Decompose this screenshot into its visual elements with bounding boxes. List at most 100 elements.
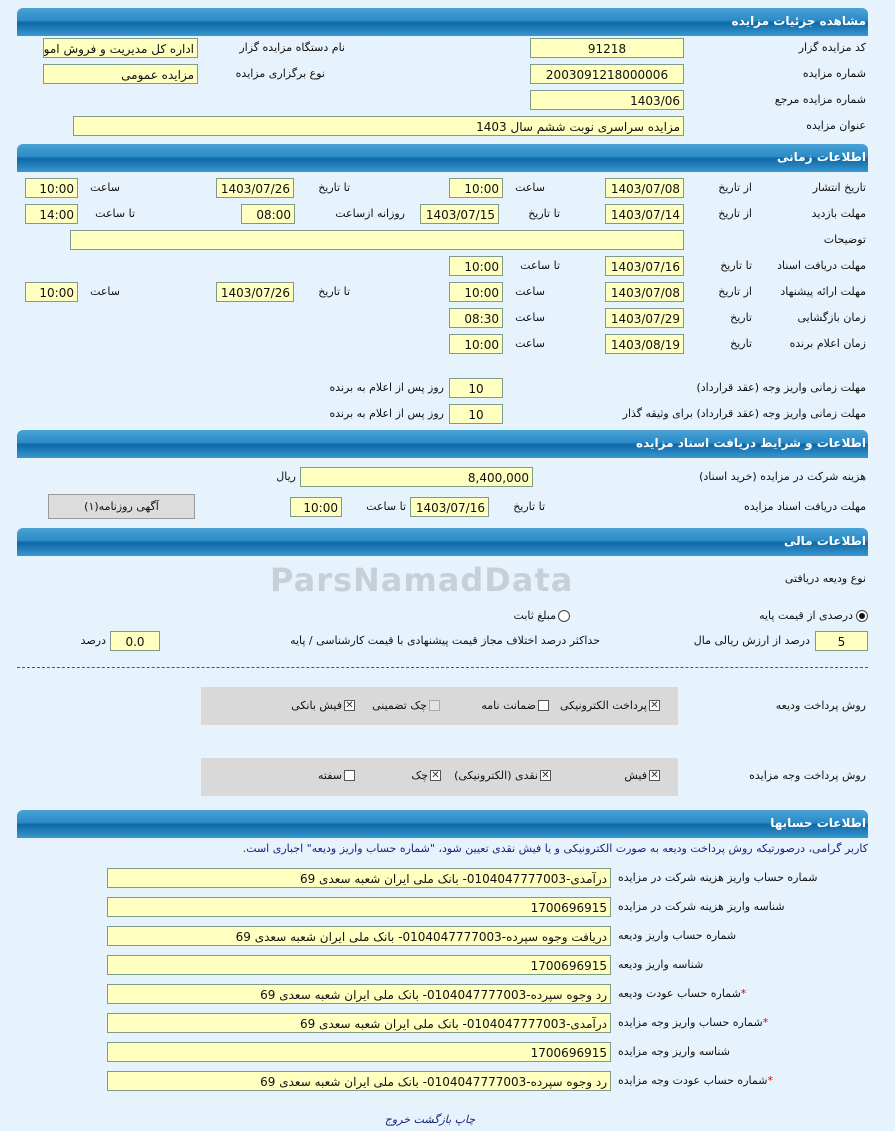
label: روز پس از اعلام به برنده <box>329 407 444 420</box>
account-row-label: شماره حساب واریز ودیعه <box>618 926 736 946</box>
opening-date: 1403/07/29 <box>605 308 684 328</box>
label: تا تاریخ <box>318 181 350 194</box>
max-diff-field: 0.0 <box>110 631 160 651</box>
footer-links: چاپ بازگشت خروج <box>0 1113 860 1126</box>
section-header-timing: اطلاعات زمانی <box>17 144 868 172</box>
label: نوع ودیعه دریافتی <box>784 572 866 585</box>
winner-date: 1403/08/19 <box>605 334 684 354</box>
label: درصد از ارزش ریالی مال <box>693 634 810 647</box>
visit-to-time: 14:00 <box>25 204 78 224</box>
label: ساعت <box>515 285 545 298</box>
label: تا ساعت <box>366 500 406 513</box>
pay-bail-days-field: 10 <box>449 404 503 424</box>
label: هزینه شرکت در مزایده (خرید اسناد) <box>699 470 866 483</box>
radio-fixed[interactable] <box>558 610 570 622</box>
pay-days-field: 10 <box>449 378 503 398</box>
publish-from-date: 1403/07/08 <box>605 178 684 198</box>
label: توضیحات <box>823 233 866 246</box>
percent-field: 5 <box>815 631 868 651</box>
account-value-field: رد وجوه سپرده-0104047777003- بانک ملی ای… <box>107 1071 611 1091</box>
label: مهلت زمانی واریز وجه (عقد قرارداد) <box>696 381 866 394</box>
payment-method-checkbox[interactable]: ✕ <box>540 770 551 781</box>
exit-link[interactable]: خروج <box>384 1113 411 1126</box>
payment-method-checkbox[interactable] <box>344 770 355 781</box>
label: روش پرداخت وجه مزایده <box>749 769 866 782</box>
label: ساعت <box>90 181 120 194</box>
newspaper-ad-button[interactable]: آگهی روزنامه(۱) <box>48 494 195 519</box>
deposit-method-checkbox[interactable]: ✕ <box>344 700 355 711</box>
account-label-text: شماره حساب عودت وجه مزایده <box>618 1074 768 1087</box>
watermark-logo: ParsNamadData <box>270 561 574 599</box>
payment-method-checkbox[interactable]: ✕ <box>649 770 660 781</box>
label: کد مزایده گزار <box>798 41 866 54</box>
label: ساعت <box>515 181 545 194</box>
offer-from-time: 10:00 <box>449 282 503 302</box>
label: تاریخ <box>730 311 752 324</box>
docs-deadline-date: 1403/07/16 <box>410 497 489 517</box>
account-value-field: درآمدی-0104047777003- بانک ملی ایران شعب… <box>107 1013 611 1033</box>
label: ساعت <box>515 337 545 350</box>
radio-percent[interactable] <box>856 610 868 622</box>
account-row-label: شماره حساب واریز هزینه شرکت در مزایده <box>618 868 817 888</box>
account-label-text: شماره حساب عودت ودیعه <box>618 987 741 1000</box>
winner-time: 10:00 <box>449 334 503 354</box>
visit-to-date: 1403/07/15 <box>420 204 499 224</box>
reference-number-field: 1403/06 <box>530 90 684 110</box>
label: تا ساعت <box>520 259 560 272</box>
payment-method-label: فیش <box>624 769 647 782</box>
docs-to-date: 1403/07/16 <box>605 256 684 276</box>
payment-method-label: چک <box>411 769 428 782</box>
label: تا ساعت <box>95 207 135 220</box>
section-header-financial: اطلاعات مالی <box>17 528 868 556</box>
document-fee-field: 8,400,000 <box>300 467 533 487</box>
deposit-method-label: پرداخت الکترونیکی <box>560 699 647 712</box>
label: تا تاریخ <box>513 500 545 513</box>
print-link[interactable]: چاپ <box>454 1113 476 1126</box>
label: تا تاریخ <box>720 259 752 272</box>
deposit-method-checkbox <box>429 700 440 711</box>
publish-from-time: 10:00 <box>449 178 503 198</box>
account-value-field: 1700696915 <box>107 955 611 975</box>
deposit-method-label: فیش بانکی <box>291 699 342 712</box>
account-value-field: 1700696915 <box>107 897 611 917</box>
deposit-method-label: چک تضمینی <box>372 699 427 712</box>
label: تا تاریخ <box>528 207 560 220</box>
label: تا تاریخ <box>318 285 350 298</box>
payment-method-label: نقدی (الکترونیکی) <box>454 769 538 782</box>
label: روزانه ازساعت <box>335 207 405 220</box>
offer-to-date: 1403/07/26 <box>216 282 294 302</box>
label: مبلغ ثابت <box>513 609 556 622</box>
section-header-details: مشاهده جزئیات مزایده <box>17 8 868 36</box>
required-mark: * <box>740 987 747 1000</box>
offer-to-time: 10:00 <box>25 282 78 302</box>
account-label-text: شناسه واریز هزینه شرکت در مزایده <box>618 900 785 913</box>
payment-method-checkbox[interactable]: ✕ <box>430 770 441 781</box>
visit-from-date: 1403/07/14 <box>605 204 684 224</box>
accounts-note: کاربر گرامی، درصورتیکه روش پرداخت ودیعه … <box>242 842 868 855</box>
deposit-method-checkbox[interactable] <box>538 700 549 711</box>
label: ساعت <box>90 285 120 298</box>
account-label-text: شماره حساب واریز وجه مزایده <box>618 1016 763 1029</box>
label: مهلت ارائه پیشنهاد <box>780 285 866 298</box>
label: از تاریخ <box>718 181 752 194</box>
section-header-accounts: اطلاعات حسابها <box>17 810 868 838</box>
back-link[interactable]: بازگشت <box>413 1113 452 1126</box>
auction-number-field: 2003091218000006 <box>530 64 684 84</box>
label: شماره مزایده <box>802 67 866 80</box>
label: زمان بازگشایی <box>797 311 867 324</box>
offer-from-date: 1403/07/08 <box>605 282 684 302</box>
deposit-method-checkbox[interactable]: ✕ <box>649 700 660 711</box>
label: درصدی از قیمت پایه <box>759 609 853 622</box>
required-mark: * <box>762 1016 769 1029</box>
label: نوع برگزاری مزایده <box>235 67 325 80</box>
publish-to-time: 10:00 <box>25 178 78 198</box>
account-value-field: درآمدی-0104047777003- بانک ملی ایران شعب… <box>107 868 611 888</box>
account-label-text: شناسه واریز ودیعه <box>618 958 704 971</box>
label: عنوان مزایده <box>806 119 866 132</box>
label: مهلت دریافت اسناد <box>777 259 866 272</box>
visit-daily-from-time: 08:00 <box>241 204 295 224</box>
auction-type-field: مزایده عمومی <box>43 64 198 84</box>
organizer-name-field: اداره کل مدیریت و فروش اموال <box>43 38 198 58</box>
account-value-field: 1700696915 <box>107 1042 611 1062</box>
deposit-method-label: ضمانت نامه <box>481 699 536 712</box>
